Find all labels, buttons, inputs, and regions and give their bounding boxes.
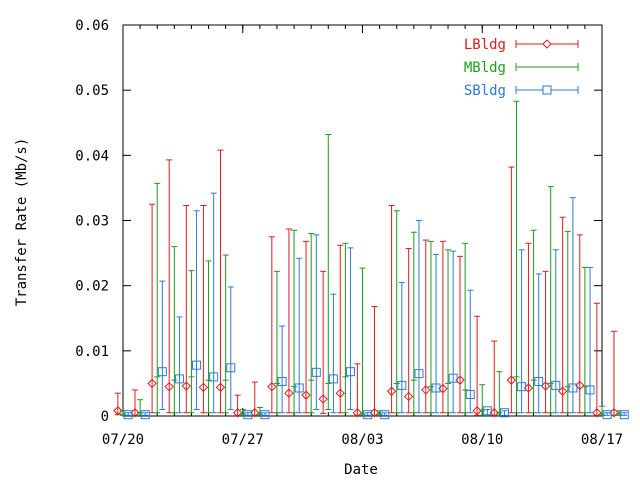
data-point — [198, 382, 209, 393]
x-axis-label: Date — [344, 462, 378, 478]
data-point — [585, 385, 595, 395]
data-point — [311, 367, 321, 377]
x-tick-label: 08/10 — [461, 432, 503, 448]
y-tick-label: 0.04 — [75, 148, 109, 164]
data-point — [431, 383, 441, 393]
data-point — [335, 388, 345, 398]
y-tick-label: 0.02 — [75, 279, 109, 295]
data-point — [260, 410, 270, 420]
data-point — [147, 378, 157, 389]
data-point — [380, 410, 390, 420]
y-tick-label: 0.05 — [75, 83, 109, 99]
legend-item-sbldg: SBldg — [464, 83, 579, 99]
data-point — [174, 374, 184, 384]
data-point — [403, 391, 414, 402]
data-point — [557, 386, 568, 396]
x-axis-ticks: 07/20 07/27 08/03 08/10 08/17 — [102, 25, 623, 448]
data-point — [181, 381, 192, 391]
data-point — [123, 410, 133, 420]
data-point — [215, 382, 226, 393]
x-tick-label: 08/03 — [341, 432, 383, 448]
legend-label: MBldg — [464, 60, 506, 76]
data-point — [592, 408, 602, 418]
y-tick-label: 0.03 — [75, 214, 109, 230]
legend-item-lbldg: LBldg — [464, 37, 579, 53]
data-point — [482, 406, 492, 416]
data-point — [226, 363, 236, 373]
y-tick-label: 0.01 — [75, 344, 109, 360]
data-point — [352, 408, 363, 418]
x-tick-label: 07/27 — [222, 432, 264, 448]
data-point — [318, 394, 328, 404]
data-point — [113, 406, 123, 416]
legend-label: LBldg — [464, 37, 506, 53]
data-point — [499, 408, 509, 418]
data-point — [232, 408, 243, 418]
series-sbldg — [123, 192, 629, 420]
data-point — [294, 383, 304, 393]
x-tick-label: 08/17 — [581, 432, 623, 448]
series-lbldg — [113, 149, 619, 418]
data-point — [465, 389, 475, 399]
data-point — [140, 410, 150, 420]
data-point — [568, 383, 578, 393]
y-axis-label: Transfer Rate (Mb/s) — [14, 138, 30, 307]
y-axis-ticks: 0 0.01 0.02 0.03 0.04 0.05 0.06 — [75, 18, 602, 425]
data-point — [551, 380, 561, 390]
legend-marker — [542, 85, 552, 95]
data-point — [157, 367, 167, 377]
data-point — [414, 369, 424, 379]
data-point — [517, 382, 527, 392]
legend-marker — [542, 39, 552, 49]
data-point — [192, 360, 202, 370]
data-point — [363, 410, 373, 420]
data-point — [472, 406, 482, 416]
data-point — [619, 410, 629, 420]
data-point — [243, 410, 253, 420]
data-point — [277, 376, 287, 386]
data-point — [301, 390, 311, 400]
data-point — [506, 375, 517, 385]
series-group — [113, 100, 629, 420]
data-point — [267, 381, 277, 392]
legend-label: SBldg — [464, 83, 506, 99]
series-mbldg — [120, 100, 623, 416]
data-point — [284, 388, 294, 398]
data-point — [534, 376, 544, 386]
data-point — [209, 372, 219, 382]
data-point — [397, 380, 407, 390]
data-point — [421, 385, 431, 395]
data-point — [346, 367, 356, 377]
y-tick-label: 0 — [101, 409, 109, 425]
x-tick-label: 07/20 — [102, 432, 144, 448]
data-point — [448, 373, 458, 383]
data-point — [386, 386, 397, 396]
data-point — [164, 381, 174, 392]
data-point — [328, 374, 338, 384]
legend-item-mbldg: MBldg — [464, 60, 579, 76]
y-tick-label: 0.06 — [75, 18, 109, 34]
legend: LBldg MBldg SBldg — [464, 37, 579, 99]
data-point — [602, 410, 612, 420]
